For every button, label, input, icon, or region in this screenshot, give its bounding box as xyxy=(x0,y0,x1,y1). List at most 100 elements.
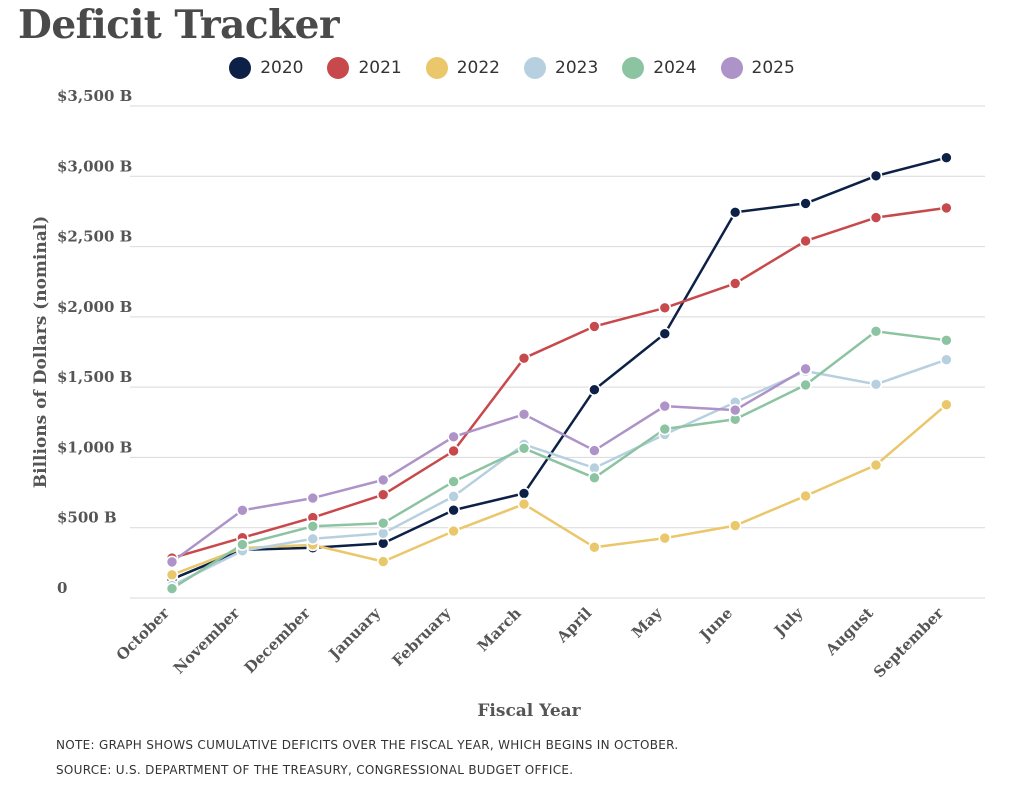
data-point-2025 xyxy=(799,362,812,376)
data-point-2024 xyxy=(517,441,531,455)
data-point-2021 xyxy=(588,320,601,333)
data-point-2024 xyxy=(447,475,460,488)
series-line-2023 xyxy=(171,358,947,587)
legend-swatch-2020 xyxy=(229,57,252,79)
data-point-2022 xyxy=(376,555,390,568)
x-tick-label: September xyxy=(870,603,948,681)
x-tick-label: October xyxy=(113,603,174,664)
x-tick-label: March xyxy=(474,604,525,655)
chart-title: Deficit Tracker xyxy=(18,2,340,48)
data-point-2024 xyxy=(165,582,179,595)
x-tick-label: February xyxy=(389,603,456,670)
legend-item-2022: 2022 xyxy=(425,57,500,79)
legend-swatch-2024 xyxy=(622,57,645,79)
x-tick-label: June xyxy=(695,604,736,645)
y-axis-title: Billions of Dollars (nominal) xyxy=(31,216,51,488)
x-axis-title: Fiscal Year xyxy=(477,701,581,721)
legend-swatch-2025 xyxy=(720,57,743,79)
series-line-2022 xyxy=(171,403,948,576)
x-tick-label: December xyxy=(241,603,315,677)
legend-label-2025: 2025 xyxy=(751,58,795,78)
y-tick-label: $1,500 B xyxy=(57,368,132,386)
series-line-2021 xyxy=(171,206,947,560)
data-point-2022 xyxy=(517,497,531,511)
data-point-2020 xyxy=(517,487,531,500)
data-point-2023 xyxy=(447,490,460,503)
data-point-2022 xyxy=(165,568,179,582)
y-tick-label: $1,000 B xyxy=(57,438,132,456)
data-point-2021 xyxy=(658,301,672,315)
data-point-2025 xyxy=(728,403,742,417)
data-point-2023 xyxy=(306,532,320,546)
y-tick-label: $2,000 B xyxy=(57,298,132,316)
y-tick-label: 0 xyxy=(57,579,67,597)
data-point-2020 xyxy=(799,197,812,210)
data-point-2025 xyxy=(588,444,601,457)
x-tick-label: May xyxy=(628,603,666,641)
series-line-2020 xyxy=(171,156,947,581)
legend-swatch-2021 xyxy=(327,57,350,79)
x-tick-label: July xyxy=(769,603,807,641)
data-point-2025 xyxy=(447,430,460,444)
legend-item-2025: 2025 xyxy=(720,57,795,79)
data-point-2025 xyxy=(658,399,672,413)
legend-label-2022: 2022 xyxy=(456,58,500,78)
x-tick-label: August xyxy=(821,604,876,659)
data-point-2025 xyxy=(517,407,531,421)
data-point-2021 xyxy=(728,277,742,290)
data-point-2024 xyxy=(588,471,601,485)
data-point-2024 xyxy=(236,538,249,551)
chart-note: NOTE: GRAPH SHOWS CUMULATIVE DEFICITS OV… xyxy=(56,738,679,752)
data-point-2020 xyxy=(869,169,883,183)
x-tick-label: April xyxy=(552,604,595,647)
y-tick-label: $2,500 B xyxy=(57,228,132,246)
data-point-2022 xyxy=(588,540,601,554)
data-point-2024 xyxy=(658,422,672,436)
y-tick-label: $3,500 B xyxy=(57,87,132,105)
data-point-2025 xyxy=(165,555,179,569)
data-point-2025 xyxy=(236,503,249,517)
data-point-2024 xyxy=(306,520,320,533)
x-tick-label: November xyxy=(170,603,244,677)
legend-swatch-2023 xyxy=(524,57,546,79)
legend-item-2024: 2024 xyxy=(622,57,697,79)
chart-source: SOURCE: U.S. DEPARTMENT OF THE TREASURY,… xyxy=(56,763,574,777)
legend-item-2023: 2023 xyxy=(524,57,598,79)
data-point-2021 xyxy=(799,234,812,248)
data-point-2025 xyxy=(376,473,390,487)
y-tick-label: $3,000 B xyxy=(57,157,132,175)
data-point-2021 xyxy=(869,211,883,224)
data-point-2022 xyxy=(447,524,460,538)
x-tick-label: January xyxy=(324,603,385,664)
data-point-2023 xyxy=(940,353,953,367)
data-point-2020 xyxy=(940,151,953,165)
legend-item-2021: 2021 xyxy=(327,57,402,79)
data-point-2022 xyxy=(869,458,883,472)
data-point-2022 xyxy=(799,489,812,503)
data-point-2024 xyxy=(869,325,883,338)
series-line-2025 xyxy=(171,367,807,563)
data-point-2020 xyxy=(728,205,742,219)
data-point-2020 xyxy=(588,383,601,396)
legend-swatch-2022 xyxy=(425,57,448,79)
data-point-2022 xyxy=(728,519,742,532)
data-point-2020 xyxy=(658,327,672,341)
data-point-2022 xyxy=(940,398,953,412)
y-tick-label: $500 B xyxy=(57,509,117,527)
legend-label-2023: 2023 xyxy=(555,58,599,78)
series-line-2024 xyxy=(171,330,947,590)
legend-label-2021: 2021 xyxy=(358,58,402,78)
legend-label-2020: 2020 xyxy=(260,58,304,78)
data-point-2023 xyxy=(869,378,883,391)
data-point-2024 xyxy=(940,334,953,347)
data-point-2021 xyxy=(447,444,460,458)
data-point-2024 xyxy=(376,516,390,530)
data-point-2022 xyxy=(658,531,672,545)
data-point-2024 xyxy=(799,378,812,392)
legend-label-2024: 2024 xyxy=(653,58,697,78)
data-point-2021 xyxy=(517,351,531,365)
data-point-2021 xyxy=(940,201,953,215)
legend: 2020 2021 2022 2023 2024 2025 xyxy=(0,55,1024,81)
data-point-2025 xyxy=(306,491,320,505)
